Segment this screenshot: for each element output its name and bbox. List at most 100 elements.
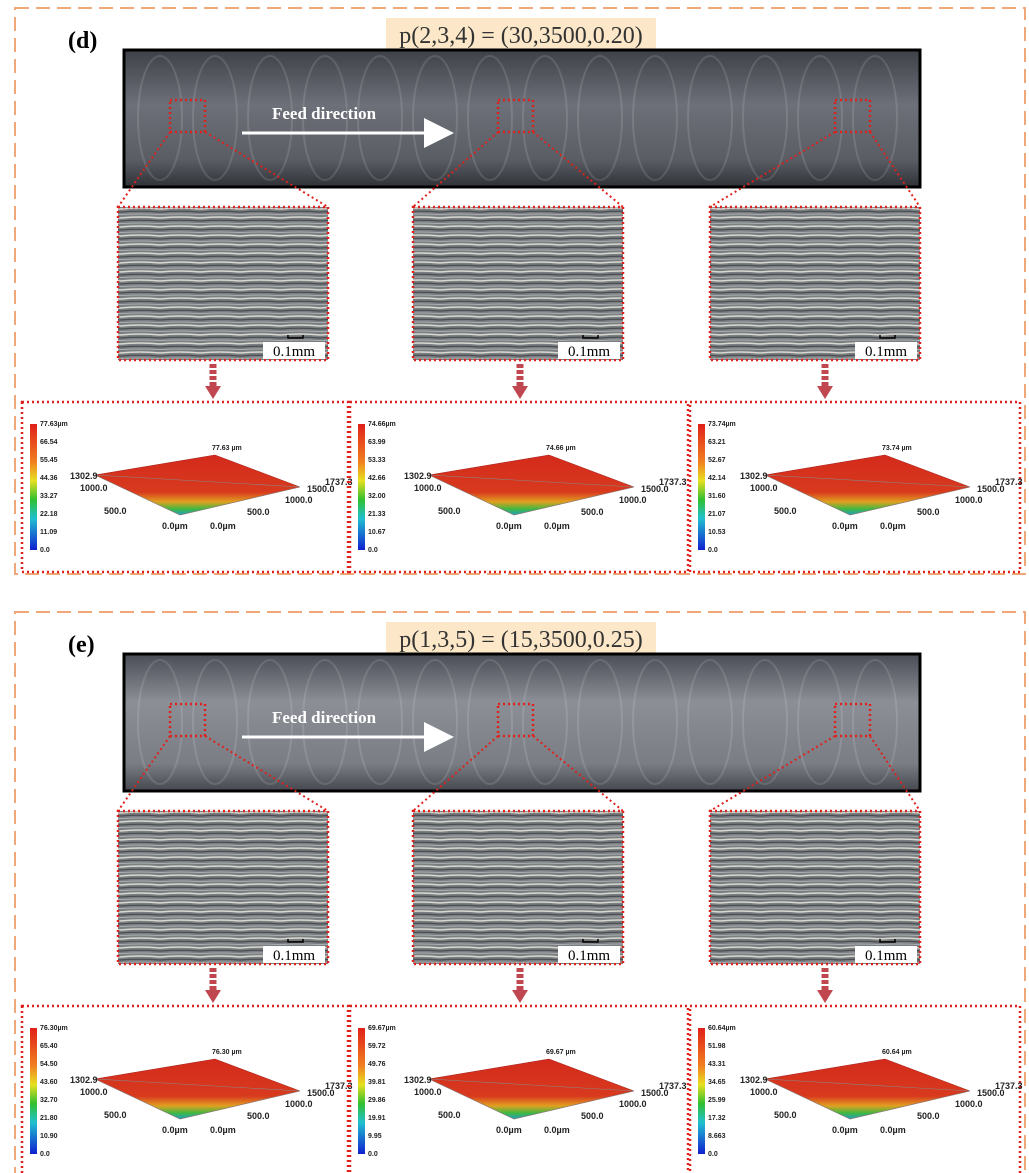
colorbar-tick-label: 11.09 — [40, 529, 57, 536]
colorbar-tick-label: 22.18 — [40, 511, 58, 518]
colorbar-tick-label: 0.0 — [368, 1151, 378, 1158]
axis-label: 0.0µm — [496, 521, 522, 531]
colorbar-tick-label: 32.00 — [368, 493, 386, 500]
colorbar-tick-label: 0.0 — [708, 1151, 718, 1158]
axis-label: 1000.0 — [80, 483, 108, 493]
colorbar-tick-label: 8.663 — [708, 1133, 726, 1140]
axis-label: 0.0µm — [880, 521, 906, 531]
axis-label: 1000.0 — [414, 483, 442, 493]
axis-label: 0.0µm — [832, 1125, 858, 1135]
micrograph — [413, 207, 623, 360]
axis-label: 1302.9 — [70, 471, 98, 481]
colorbar-tick-label: 0.0 — [368, 547, 378, 554]
colorbar — [30, 1028, 37, 1154]
axis-label: 1000.0 — [414, 1087, 442, 1097]
colorbar-tick-label: 39.81 — [368, 1079, 386, 1086]
axis-label: 500.0 — [438, 1110, 461, 1120]
colorbar — [698, 424, 705, 550]
axis-label: 1302.9 — [404, 1075, 432, 1085]
colorbar-tick-label: 21.07 — [708, 511, 726, 518]
colorbar-tick-label: 29.86 — [368, 1097, 386, 1104]
axis-label: 1000.0 — [285, 1099, 313, 1109]
micrograph — [118, 207, 328, 360]
feed-label: Feed direction — [272, 104, 377, 123]
micrograph — [710, 207, 920, 360]
colorbar-tick-label: 19.91 — [368, 1115, 386, 1122]
axis-label: 1000.0 — [285, 495, 313, 505]
axis-label: 500.0 — [917, 1111, 940, 1121]
colorbar-tick-label: 34.65 — [708, 1079, 726, 1086]
axis-label: 1302.9 — [740, 471, 768, 481]
down-arrow-head — [817, 386, 833, 399]
colorbar-tick-label: 55.45 — [40, 457, 58, 464]
colorbar-tick-label: 0.0 — [708, 547, 718, 554]
colorbar-tick-label: 76.30µm — [40, 1025, 68, 1032]
axis-label: 1000.0 — [619, 1099, 647, 1109]
colorbar-tick-label: 10.53 — [708, 529, 726, 536]
axis-label: 1000.0 — [750, 483, 778, 493]
peak-label: 69.67 µm — [546, 1049, 576, 1056]
peak-label: 77.63 µm — [212, 445, 242, 452]
colorbar-tick-label: 10.90 — [40, 1133, 58, 1140]
colorbar-tick-label: 73.74µm — [708, 421, 736, 428]
down-arrow-head — [512, 990, 528, 1003]
panel-label: (e) — [68, 632, 95, 658]
colorbar-tick-label: 43.31 — [708, 1061, 726, 1068]
axis-label: 500.0 — [438, 506, 461, 516]
axis-label: 500.0 — [104, 1110, 127, 1120]
peak-label: 76.30 µm — [212, 1049, 242, 1056]
axis-label: 1737.3 — [995, 1081, 1023, 1091]
colorbar-tick-label: 0.0 — [40, 547, 50, 554]
colorbar-tick-label: 66.54 — [40, 439, 58, 446]
down-arrow-head — [205, 386, 221, 399]
axis-label: 1000.0 — [750, 1087, 778, 1097]
colorbar-tick-label: 42.66 — [368, 475, 386, 482]
axis-label: 1737.3 — [995, 477, 1023, 487]
colorbar-tick-label: 49.76 — [368, 1061, 386, 1068]
axis-label: 1000.0 — [619, 495, 647, 505]
colorbar-tick-label: 0.0 — [40, 1151, 50, 1158]
colorbar — [358, 424, 365, 550]
colorbar-tick-label: 44.36 — [40, 475, 58, 482]
axis-label: 1302.9 — [404, 471, 432, 481]
axis-label: 500.0 — [774, 506, 797, 516]
axis-label: 1302.9 — [740, 1075, 768, 1085]
down-arrow-head — [205, 990, 221, 1003]
axis-label: 0.0µm — [880, 1125, 906, 1135]
panel-label: (d) — [68, 28, 97, 54]
axis-label: 500.0 — [774, 1110, 797, 1120]
axis-label: 1737.3 — [325, 477, 353, 487]
colorbar-tick-label: 17.32 — [708, 1115, 726, 1122]
axis-label: 0.0µm — [544, 1125, 570, 1135]
colorbar-tick-label: 77.63µm — [40, 421, 68, 428]
colorbar-tick-label: 33.27 — [40, 493, 58, 500]
colorbar-tick-label: 51.98 — [708, 1043, 726, 1050]
colorbar-tick-label: 60.64µm — [708, 1025, 736, 1032]
scale-label: 0.1mm — [568, 344, 610, 360]
axis-label: 1737.3 — [659, 1081, 687, 1091]
panel: (e)p(1,3,5) = (15,3500,0.25)Feed directi… — [15, 612, 1025, 1173]
axis-label: 500.0 — [581, 507, 604, 517]
peak-label: 74.66 µm — [546, 445, 576, 452]
axis-label: 500.0 — [917, 507, 940, 517]
colorbar-tick-label: 9.95 — [368, 1133, 382, 1140]
colorbar-tick-label: 42.14 — [708, 475, 726, 482]
colorbar — [358, 1028, 365, 1154]
rod-image — [124, 654, 920, 791]
colorbar — [30, 424, 37, 550]
micrograph — [710, 811, 920, 964]
colorbar — [698, 1028, 705, 1154]
scale-label: 0.1mm — [865, 948, 907, 964]
colorbar-tick-label: 54.50 — [40, 1061, 58, 1068]
scale-label: 0.1mm — [273, 948, 315, 964]
micrograph — [413, 811, 623, 964]
feed-label: Feed direction — [272, 708, 377, 727]
axis-label: 1000.0 — [955, 495, 983, 505]
panel: (d)p(2,3,4) = (30,3500,0.20)Feed directi… — [15, 8, 1025, 574]
colorbar-tick-label: 31.60 — [708, 493, 726, 500]
axis-label: 0.0µm — [162, 521, 188, 531]
scale-label: 0.1mm — [273, 344, 315, 360]
axis-label: 1737.3 — [659, 477, 687, 487]
colorbar-tick-label: 59.72 — [368, 1043, 386, 1050]
colorbar-tick-label: 43.60 — [40, 1079, 58, 1086]
